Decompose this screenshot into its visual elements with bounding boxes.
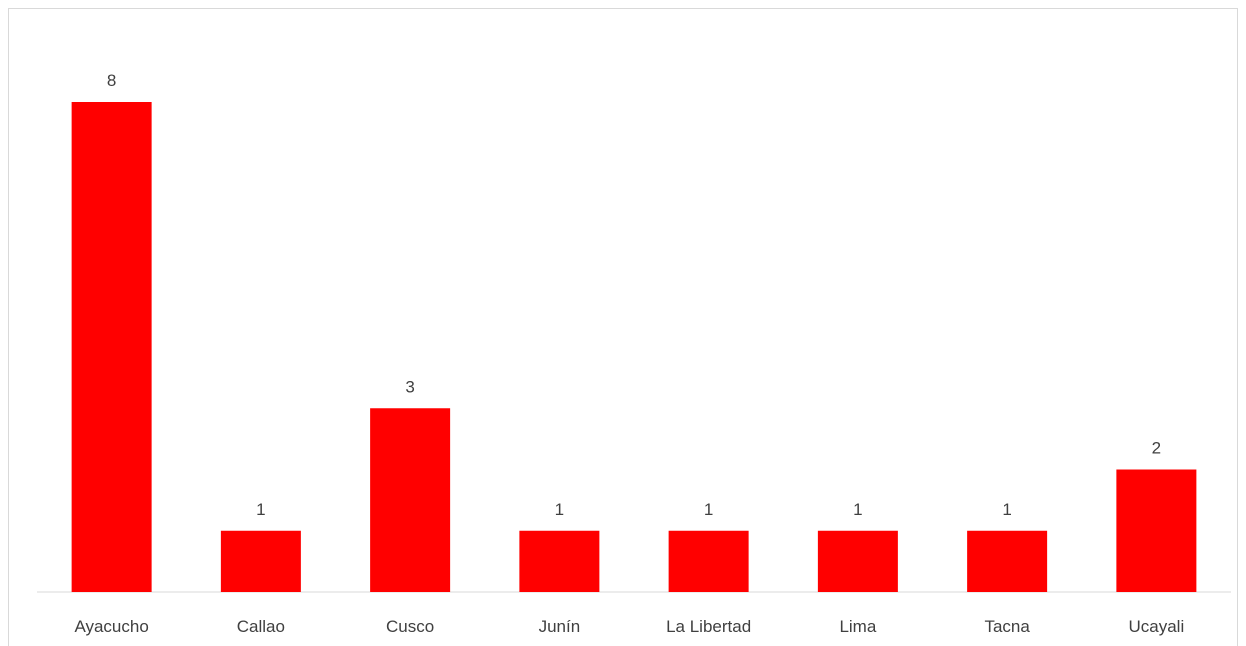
category-label-6: Tacna	[984, 617, 1030, 636]
category-label-1: Callao	[237, 617, 285, 636]
value-label-7: 2	[1152, 439, 1161, 458]
bar-1	[220, 530, 301, 592]
value-label-0: 8	[107, 71, 116, 90]
category-label-7: Ucayali	[1129, 617, 1185, 636]
bar-5	[817, 530, 898, 592]
bar-6	[967, 530, 1048, 592]
value-label-3: 1	[555, 500, 564, 519]
category-label-2: Cusco	[386, 617, 434, 636]
value-label-4: 1	[704, 500, 713, 519]
value-label-5: 1	[853, 500, 862, 519]
bar-3	[519, 530, 600, 592]
category-label-3: Junín	[539, 617, 581, 636]
bars-group	[71, 102, 1197, 592]
category-label-5: Lima	[839, 617, 876, 636]
value-label-6: 1	[1002, 500, 1011, 519]
bar-4	[668, 530, 749, 592]
value-label-2: 3	[405, 377, 414, 396]
bar-0	[71, 102, 152, 592]
category-labels-group: Ayacucho Callao Cusco Junín La Libertad Lima T…	[74, 617, 1184, 636]
category-label-0: Ayacucho	[74, 617, 148, 636]
bar-7	[1116, 469, 1197, 592]
bar-2	[370, 408, 451, 592]
chart-frame	[8, 8, 1238, 646]
category-label-4: La Libertad	[666, 617, 751, 636]
value-labels-group: 8 1 3 1 1 1 1 2	[107, 71, 1161, 519]
value-label-1: 1	[256, 500, 265, 519]
